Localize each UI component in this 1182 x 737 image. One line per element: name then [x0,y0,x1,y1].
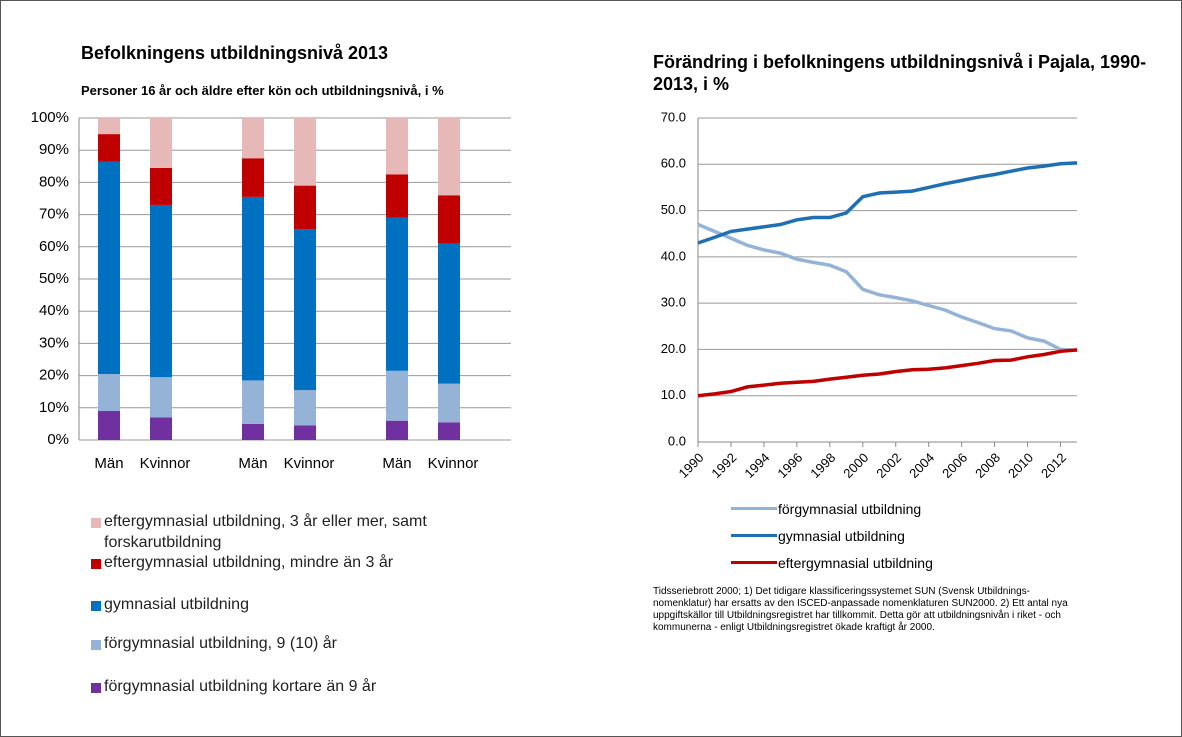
bar-segment [386,370,408,421]
line-series [697,348,1078,398]
legend-swatch [91,601,101,611]
bar-segment [386,174,408,218]
bar-segment [150,204,172,378]
line-series [697,222,1078,353]
chart-subtitle: Personer 16 år och äldre efter kön och u… [81,83,444,98]
legend-swatch [91,683,101,693]
x-tick-label: 2012 [1038,450,1069,481]
chart-title: Förändring i befolkningens utbildningsni… [653,52,1147,94]
x-tick-label: Män [238,455,267,472]
y-tick-label: 20.0 [661,341,686,356]
x-tick-label: Kvinnor [284,455,335,472]
x-tick-label: 1992 [708,450,739,481]
y-tick-label: 100% [31,109,69,126]
x-tick-label: Kvinnor [428,455,479,472]
y-tick-label: 90% [39,141,69,158]
bar-segment [150,118,172,168]
y-tick-label: 40% [39,302,69,319]
bar-segment [294,118,316,186]
legend-label: eftergymnasial utbildning [778,555,933,571]
bar-segment [98,118,120,135]
x-tick-label: 2000 [840,450,871,481]
x-tick-label: 2008 [972,450,1003,481]
legend-label: eftergymnasial utbildning, mindre än 3 å… [104,554,394,571]
bar-segment [98,161,120,374]
line-series [697,161,1078,245]
bar-segment [242,118,264,159]
legend-label: gymnasial utbildning [104,596,249,613]
legend-line [731,507,777,510]
y-tick-label: 80% [39,173,69,190]
legend-label: gymnasial utbildning [778,528,905,544]
bar-segment [98,411,120,440]
bar-segment [438,243,460,384]
y-tick-label: 0% [47,431,69,448]
bar-segment [294,390,316,426]
bar-segment [242,158,264,197]
bar-segment [438,383,460,423]
bar-segment [294,229,316,391]
bar-segment [438,195,460,244]
bar-segment [242,196,264,381]
x-tick-label: Kvinnor [140,455,191,472]
y-tick-label: 60% [39,238,69,255]
x-tick-label: 2010 [1005,450,1036,481]
legend-swatch [91,518,101,528]
bar-segment [150,417,172,440]
x-tick-label: 2002 [873,450,904,481]
y-tick-label: 30% [39,334,69,351]
y-tick-label: 0.0 [668,433,686,448]
x-tick-label: 2004 [906,450,937,481]
x-tick-label: Män [382,455,411,472]
y-tick-label: 50.0 [661,202,686,217]
bar-segment [98,134,120,162]
x-tick-label: Män [94,455,123,472]
x-tick-label: 1994 [741,450,772,481]
legend-swatch [91,559,101,569]
y-tick-label: 30.0 [661,295,686,310]
bar-segment [386,420,408,440]
legend-label: förgymnasial utbildning [778,501,922,517]
y-tick-label: 20% [39,367,69,384]
bar-segment [294,425,316,440]
legend-label: förgymnasial utbildning, 9 (10) år [104,635,338,652]
bar-segment [242,380,264,424]
legend-label: eftergymnasial utbildning, 3 år eller me… [104,513,427,551]
legend-label: förgymnasial utbildning kortare än 9 år [104,678,377,695]
bar-segment [98,373,120,412]
y-tick-label: 70% [39,206,69,223]
y-tick-label: 40.0 [661,248,686,263]
legend-line [731,561,777,564]
footnote: Tidsseriebrott 2000; 1) Det tidigare kla… [653,586,1068,633]
bar-segment [438,422,460,440]
y-tick-label: 10.0 [661,387,686,402]
y-tick-label: 70.0 [661,109,686,124]
y-tick-label: 60.0 [661,156,686,171]
x-tick-label: 1990 [675,450,706,481]
legend-line [731,534,777,537]
chart-title: Befolkningens utbildningsnivå 2013 [81,43,389,63]
bar-segment [294,185,316,230]
bar-segment [150,377,172,418]
bar-segment [150,167,172,205]
x-tick-label: 1996 [774,450,805,481]
y-tick-label: 50% [39,270,69,287]
bar-segment [438,118,460,196]
legend-swatch [91,640,101,650]
y-tick-label: 10% [39,399,69,416]
x-tick-label: 2006 [939,450,970,481]
bar-segment [242,423,264,440]
bar-segment [386,118,408,175]
bar-segment [386,217,408,371]
x-tick-label: 1998 [807,450,838,481]
